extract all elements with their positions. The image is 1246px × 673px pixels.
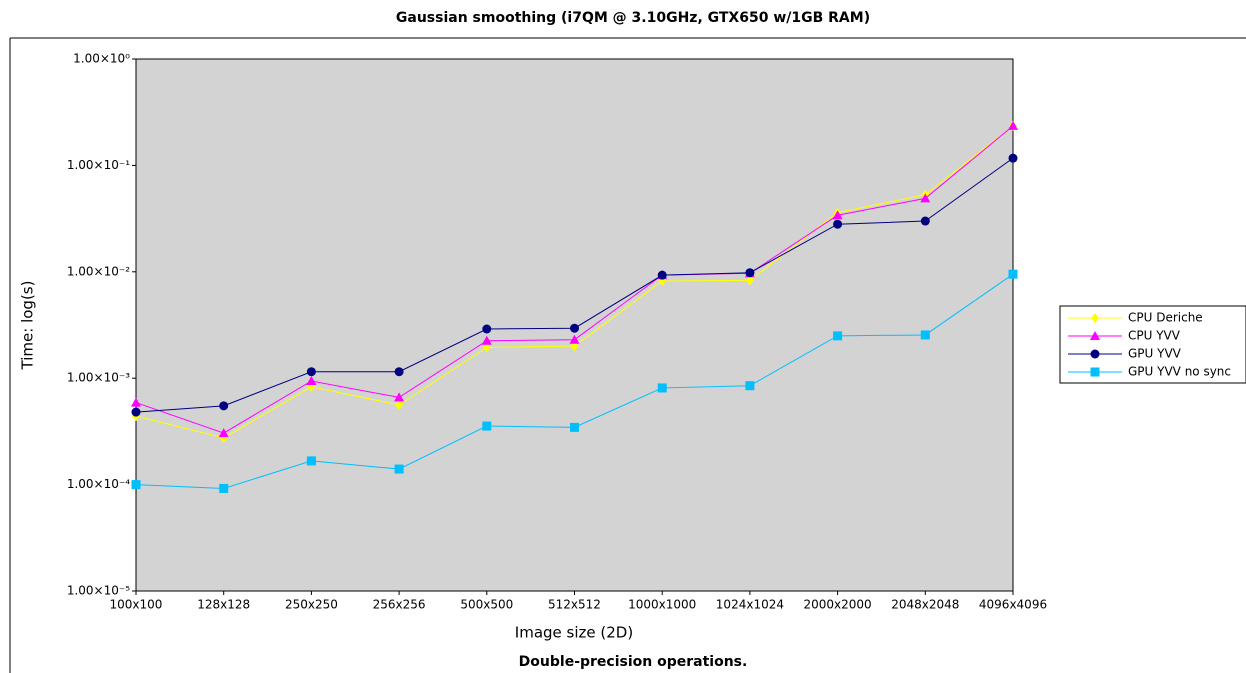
marker	[920, 193, 931, 203]
marker	[219, 483, 229, 493]
y-tick-label: 1.00×10⁰	[73, 52, 130, 66]
marker	[832, 210, 843, 220]
x-tick-label: 250x250	[285, 598, 338, 612]
y-axis-label: Time: log(s)	[19, 281, 37, 371]
marker	[131, 397, 141, 407]
y-tick-label: 1.00×10⁻⁵	[67, 584, 130, 598]
marker	[131, 480, 141, 490]
x-tick-label: 1000x1000	[628, 598, 696, 612]
marker	[833, 331, 843, 341]
marker	[745, 268, 755, 278]
x-tick-label: 2000x2000	[804, 598, 872, 612]
marker	[657, 383, 667, 393]
marker	[1090, 367, 1100, 377]
marker	[395, 399, 404, 410]
legend-text: CPU YVV	[1128, 329, 1181, 343]
marker	[394, 464, 404, 474]
marker	[482, 342, 491, 353]
marker	[306, 367, 316, 377]
x-tick-label: 128x128	[197, 598, 250, 612]
x-tick-label: 500x500	[460, 598, 513, 612]
chart-title: Gaussian smoothing (i7QM @ 3.10GHz, GTX6…	[396, 10, 870, 26]
marker	[482, 421, 492, 431]
marker	[745, 275, 754, 286]
x-tick-label: 4096x4096	[979, 598, 1047, 612]
marker	[570, 323, 579, 333]
x-tick-label: 2048x2048	[891, 598, 959, 612]
marker	[306, 376, 317, 386]
x-tick-label: 256x256	[373, 598, 426, 612]
marker	[920, 216, 930, 226]
caption: Double-precision operations.	[519, 654, 748, 670]
y-tick-label: 1.00×10⁻³	[67, 371, 130, 385]
legend-text: CPU Deriche	[1128, 311, 1203, 325]
x-tick-label: 100x100	[110, 598, 163, 612]
marker	[1090, 349, 1100, 359]
marker	[1091, 313, 1099, 323]
marker	[482, 324, 492, 334]
marker	[570, 422, 579, 432]
marker	[218, 428, 229, 438]
legend-text: GPU YVV	[1128, 347, 1182, 361]
marker	[1008, 120, 1018, 130]
x-tick-label: 1024x1024	[716, 598, 784, 612]
marker	[745, 381, 755, 391]
y-tick-label: 1.00×10⁻²	[67, 264, 130, 278]
marker	[394, 367, 404, 377]
marker	[1008, 153, 1018, 163]
marker	[394, 392, 405, 402]
marker	[833, 219, 843, 229]
marker	[920, 330, 930, 340]
x-tick-label: 512x512	[548, 598, 601, 612]
marker	[481, 335, 492, 345]
marker	[1090, 331, 1100, 340]
marker	[131, 407, 141, 417]
marker	[657, 270, 667, 280]
marker	[569, 334, 580, 344]
y-tick-label: 1.00×10⁻⁴	[67, 477, 130, 491]
y-tick-label: 1.00×10⁻¹	[67, 158, 130, 172]
marker	[219, 401, 229, 411]
marker	[1008, 269, 1018, 279]
legend-text: GPU YVV no sync	[1128, 365, 1231, 379]
x-axis-label: Image size (2D)	[515, 624, 633, 642]
marker	[306, 456, 316, 466]
